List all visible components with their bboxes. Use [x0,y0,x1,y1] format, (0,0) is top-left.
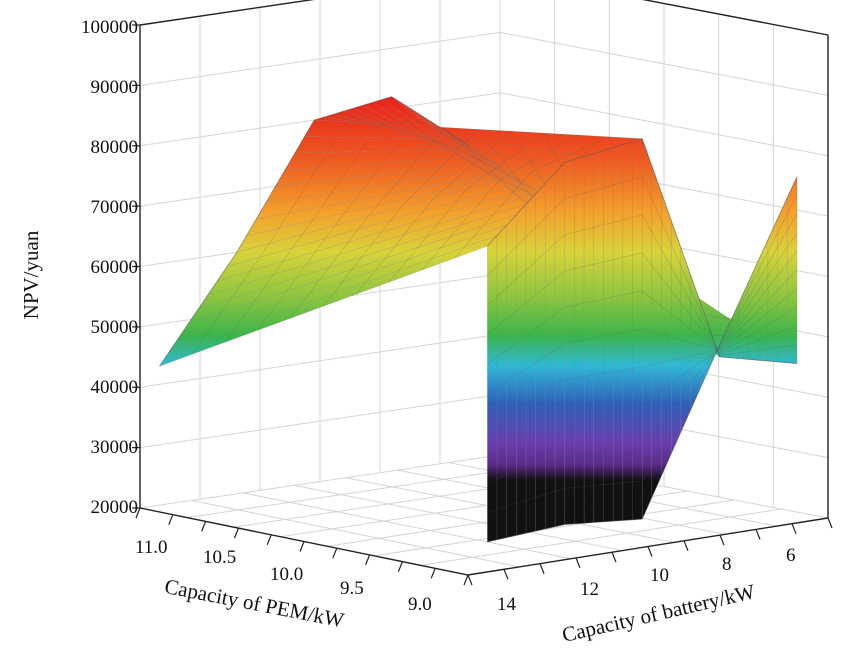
battery-tick [755,529,761,540]
z-tick-label: 50000 [91,317,139,338]
pem-tick [201,521,207,532]
grid-line [421,508,782,566]
battery-tick [611,551,617,563]
battery-tick-labels: 14 12 10 8 6 [497,545,796,615]
pem-tick [168,514,174,525]
pem-tick-label: 9.0 [408,594,432,615]
z-tick-label: 90000 [91,77,139,98]
pem-tick-label: 10.5 [203,547,236,568]
battery-tick [539,563,545,574]
surface-profile-line [487,176,798,543]
z-axis-title: NPV/yuan [19,230,43,319]
surface-mesh-line [487,194,798,513]
surface-mesh-line [454,136,765,343]
pem-tick-label: 10.0 [270,564,303,585]
z-tick-label: 60000 [91,257,139,278]
z-tick-label: 100000 [81,17,138,38]
grid-line [139,0,829,36]
surface-mesh-line [487,269,798,395]
surface-patch-lower [738,281,749,360]
pem-tick [266,534,272,546]
grid-line [242,492,571,560]
grid-line [139,454,829,519]
z-tick-labels: 20000 30000 40000 50000 60000 70000 8000… [81,17,138,518]
z-tick-label: 30000 [91,437,139,458]
npv-surface [158,96,798,543]
surface-mesh-line [257,125,568,331]
surface-profile-line [487,138,798,364]
battery-tick [503,569,509,580]
battery-tick [827,517,833,529]
surface-mesh-line [191,121,502,355]
z-tick-label: 80000 [91,137,139,158]
grid-line [139,394,829,459]
surface-mesh-line [487,232,798,454]
grid-line [294,484,623,552]
grid-line [374,499,735,557]
battery-tick-label: 8 [722,554,732,575]
grid-line [139,31,829,96]
surface-mesh-line [487,214,798,355]
surface-mesh-line [487,288,798,365]
pem-tick [233,527,239,539]
grid-line [186,463,547,519]
z-tick-label: 20000 [91,497,139,518]
surface-mesh-line [224,123,535,343]
surface-mesh-line [487,252,798,354]
surface-patch-lower [651,165,662,498]
z-tick-label: 70000 [91,197,139,218]
pem-tick [463,574,469,586]
surface-patch-lower [767,218,778,363]
surface-profile-line [159,96,470,367]
battery-tick-label: 14 [497,594,517,615]
axes [132,0,833,586]
surface-patch-lower [690,274,701,411]
top-edge [139,0,829,36]
surface-mesh-line [487,251,798,424]
x-axis-title: Capacity of PEM/kW [163,574,346,632]
z-tick-label: 40000 [91,377,139,398]
battery-tick [647,546,653,557]
surface-patch-lower [777,197,788,363]
battery-tick [719,534,725,546]
pem-tick-label: 9.5 [340,578,364,599]
battery-tick-label: 6 [786,545,796,566]
pem-tick [397,561,403,572]
grid-line [191,499,520,568]
surface-mesh-line [487,213,798,484]
pem-tick [332,547,338,559]
battery-tick [791,523,797,534]
pem-tick [365,554,371,566]
pem-tick-labels: 11.0 10.5 10.0 9.5 9.0 [135,537,432,615]
surface-patch-lower [680,247,691,433]
surface-mesh-line [487,176,798,356]
surface-patch-lower [748,260,759,361]
pem-tick [299,541,305,552]
battery-tick [683,540,689,552]
battery-tick [467,574,473,586]
pem-tick [430,568,436,579]
pem-tick-label: 11.0 [135,537,168,558]
battery-tick-label: 10 [650,565,669,586]
battery-tick [575,557,581,569]
pem-tick [135,507,141,519]
battery-tick-label: 12 [580,579,599,600]
